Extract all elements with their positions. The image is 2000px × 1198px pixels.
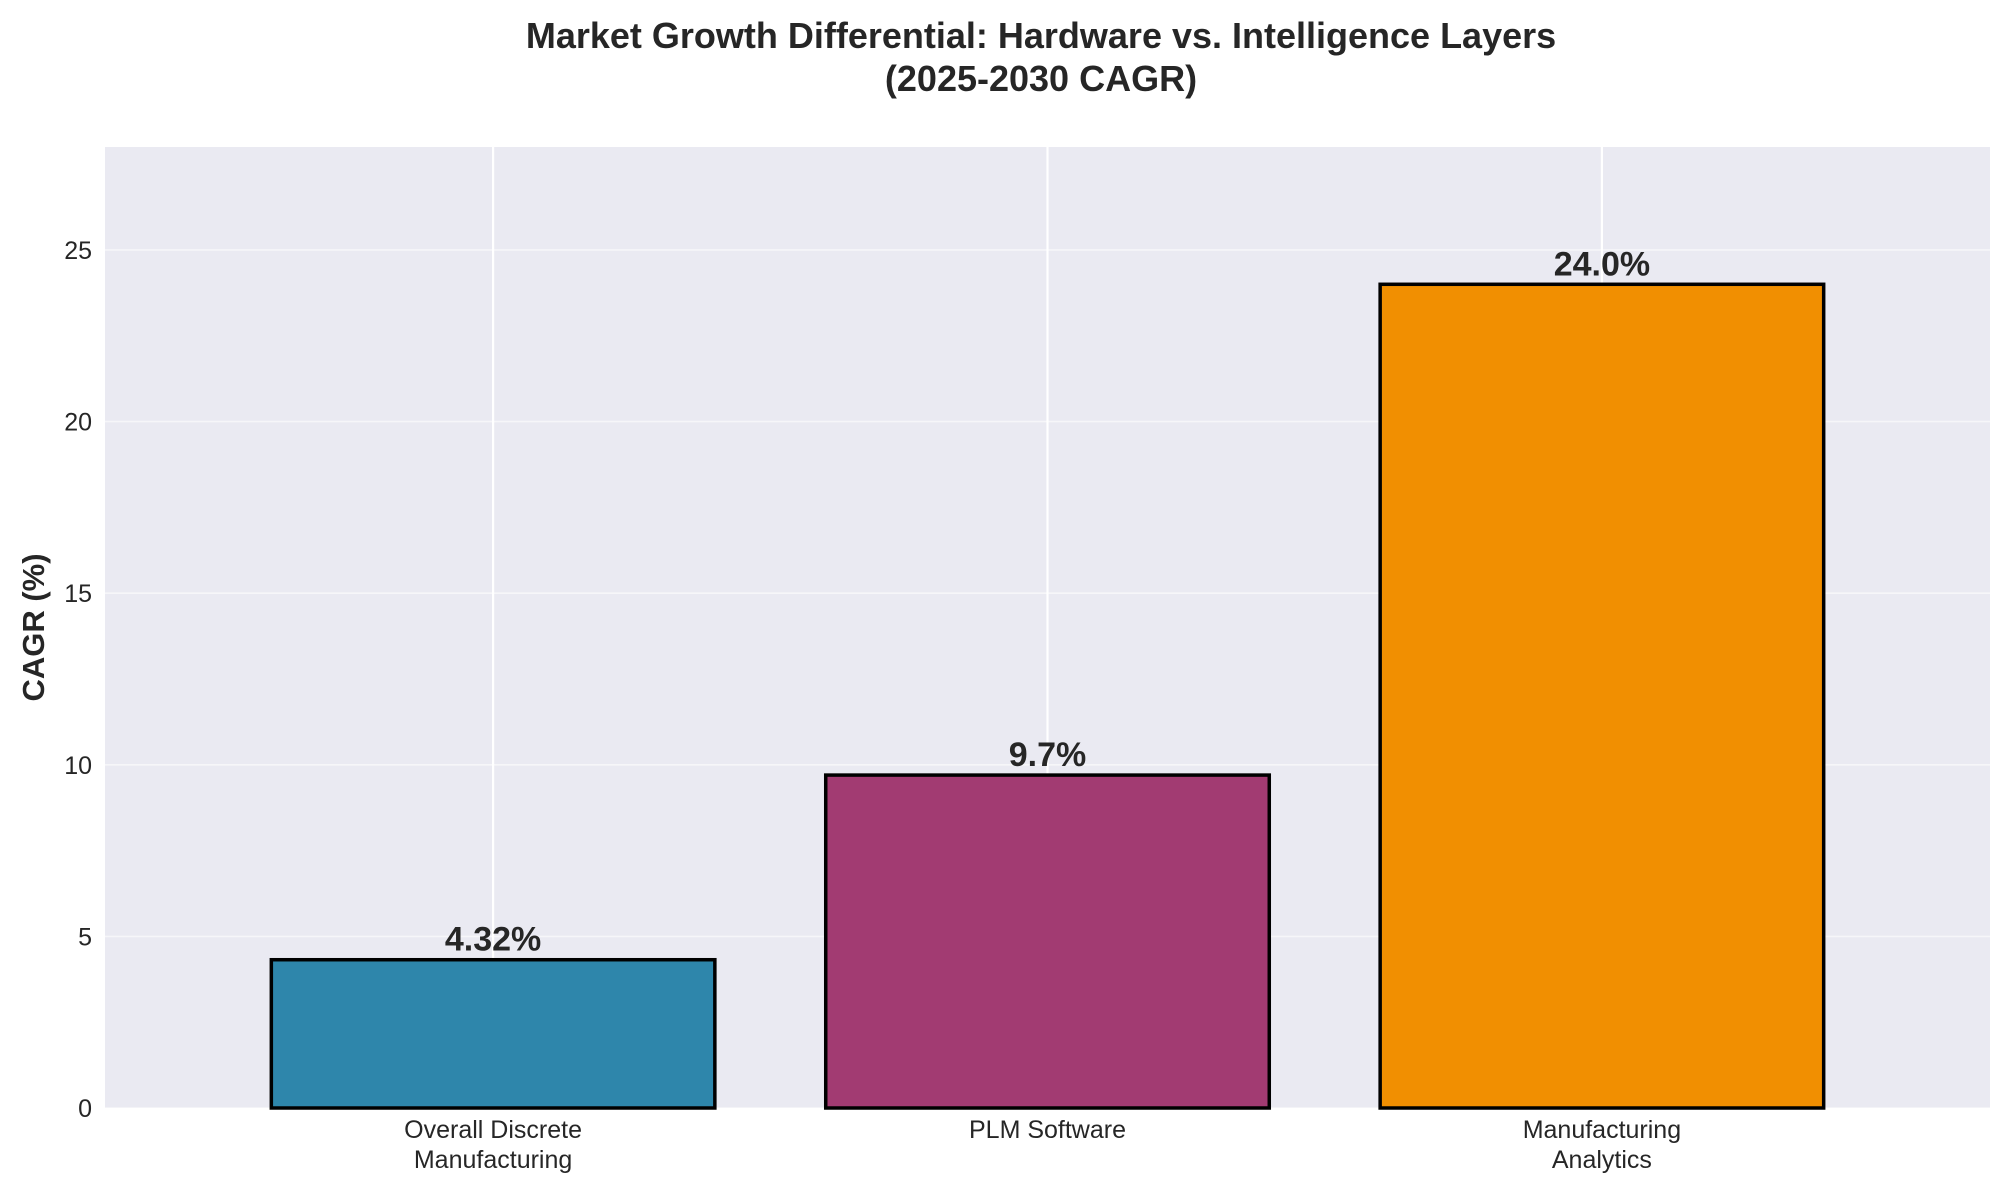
- bars: 4.32% 9.7% 24.0%: [269, 245, 1826, 1110]
- x-tick-label: PLM Software: [969, 1116, 1126, 1144]
- x-tick-label: Manufacturing: [1523, 1116, 1681, 1144]
- bar: [823, 773, 1272, 1110]
- y-tick-label: 20: [64, 409, 92, 437]
- x-tick-label: Analytics: [1552, 1146, 1652, 1174]
- bar-value-label: 24.0%: [1554, 245, 1650, 283]
- bar-value-label: 9.7%: [1009, 736, 1087, 774]
- bar: [269, 957, 717, 1110]
- y-tick-label: 10: [64, 752, 92, 780]
- chart-title-line: (2025-2030 CAGR): [885, 58, 1197, 99]
- bar-value-label: 4.32%: [445, 921, 541, 959]
- chart-title-line: Market Growth Differential: Hardware vs.…: [526, 15, 1556, 56]
- x-tick-label: Overall Discrete: [404, 1116, 582, 1144]
- y-tick-label: 15: [64, 580, 92, 608]
- x-tick-label: Manufacturing: [414, 1146, 572, 1174]
- y-tick-label: 5: [78, 923, 92, 951]
- chart-title: Market Growth Differential: Hardware vs.…: [526, 15, 1556, 99]
- bar: [1378, 282, 1826, 1110]
- y-tick-label: 25: [64, 237, 92, 265]
- y-axis-label: CAGR (%): [16, 553, 51, 701]
- y-axis-ticks: 0 5 10 15 20 25: [64, 237, 92, 1123]
- y-tick-label: 0: [78, 1095, 92, 1123]
